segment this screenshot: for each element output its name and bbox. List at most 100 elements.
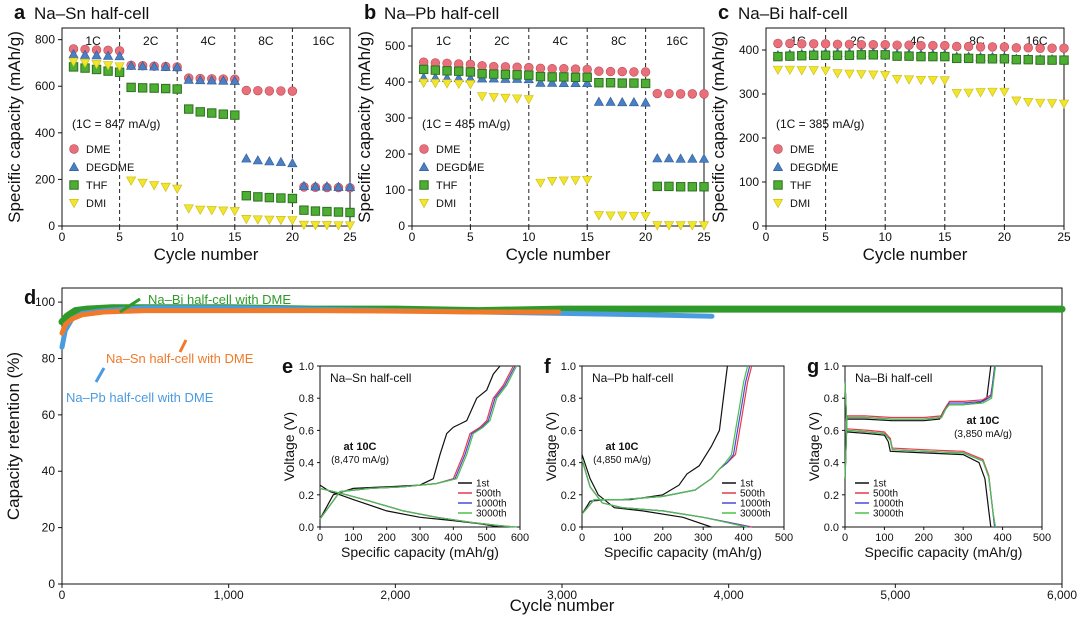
rate-label: 1C [436, 34, 452, 48]
data-point [137, 60, 148, 71]
data-point [418, 78, 429, 88]
legend-label: 500th [873, 489, 898, 500]
data-point [321, 221, 333, 231]
x-tick-label: 2,000 [380, 588, 410, 602]
panel-title: Na–Bi half-cell [738, 4, 848, 23]
x-tick-label: 100 [613, 532, 631, 544]
data-point [298, 180, 310, 190]
series-charge-curve [844, 365, 997, 479]
data-point [796, 66, 807, 76]
series-line [59, 308, 562, 336]
data-point [617, 96, 628, 107]
data-point [664, 88, 674, 99]
data-point [987, 54, 998, 64]
data-point [640, 211, 651, 222]
data-point [102, 61, 114, 71]
data-point [570, 64, 581, 74]
panel-title: Na–Pb half-cell [384, 4, 499, 23]
legend-label: 3000th [740, 509, 771, 520]
data-point [963, 41, 974, 52]
legend-label: DEGDME [790, 162, 838, 174]
legend-label: THF [790, 180, 812, 192]
data-point [172, 184, 183, 194]
data-point [172, 84, 182, 94]
data-point [640, 67, 651, 77]
y-axis-label: Voltage (V) [281, 412, 297, 481]
y-tick-label: 200 [385, 147, 405, 161]
y-tick-label: 40 [42, 464, 56, 478]
data-point [652, 221, 663, 231]
data-point [230, 110, 240, 120]
data-point [1058, 99, 1070, 109]
data-point [675, 153, 686, 163]
x-tick-label: 300 [694, 532, 712, 544]
data-point [820, 50, 831, 60]
panel-letter: g [807, 356, 819, 378]
series-discharge-curve [844, 382, 997, 528]
data-point [570, 77, 581, 88]
legend-marker [772, 161, 784, 171]
y-tick-label: 0 [752, 219, 759, 233]
data-point [558, 176, 569, 186]
data-point [264, 86, 275, 96]
series-degdme [68, 48, 356, 191]
data-point [570, 72, 581, 83]
data-point [594, 66, 604, 76]
series-annotation: Na–Bi half-cell with DME [148, 292, 291, 307]
data-point [195, 74, 206, 85]
data-point [114, 62, 125, 72]
data-point [820, 39, 831, 49]
inset-note-rate: at 10C [966, 415, 999, 427]
data-point [1035, 43, 1045, 53]
data-point [149, 83, 159, 93]
data-point [675, 221, 686, 231]
data-point [916, 51, 926, 62]
data-point [628, 211, 640, 222]
data-point [951, 89, 962, 99]
rate-note: (1C = 385 mA/g) [776, 117, 864, 131]
data-point [453, 79, 464, 90]
y-tick-label: 60 [42, 408, 56, 422]
data-point [441, 79, 453, 89]
y-tick-label: 500 [385, 39, 405, 53]
data-point [264, 156, 275, 166]
legend-label: 500th [476, 489, 501, 500]
data-point [195, 205, 206, 215]
data-point [500, 93, 511, 104]
x-tick-label: 200 [377, 532, 395, 544]
y-tick-label: 100 [739, 175, 759, 189]
data-point [1011, 96, 1022, 106]
data-point [287, 86, 298, 96]
data-point [149, 181, 160, 191]
x-tick-label: 25 [343, 230, 357, 244]
x-tick-label: 0 [59, 588, 66, 602]
data-point [640, 97, 651, 107]
legend-label: 3000th [873, 509, 904, 520]
y-tick-label: 0.8 [824, 393, 839, 405]
legend-marker [772, 199, 784, 209]
data-point [963, 88, 974, 98]
data-point [1046, 99, 1058, 109]
legend-label: DME [86, 144, 110, 156]
rate-label: 16C [666, 34, 688, 48]
series-dmi [772, 65, 1070, 109]
x-tick-label: 500 [775, 532, 793, 544]
data-point [808, 39, 819, 49]
rate-label: 4C [201, 34, 217, 48]
data-point [892, 51, 902, 61]
y-tick-label: 0.2 [824, 490, 839, 502]
data-point [582, 175, 593, 186]
legend-label: DMI [790, 198, 810, 210]
series-dme [773, 38, 1069, 53]
x-tick-label: 20 [639, 230, 653, 244]
y-axis-label: Voltage (V) [543, 412, 559, 481]
data-point [652, 88, 662, 99]
rate-label: 1C [85, 34, 101, 48]
data-point [287, 216, 298, 226]
x-axis-label: Specific capacity (mAh/g) [865, 544, 1023, 560]
legend-label: 1st [873, 479, 887, 490]
data-point [844, 50, 855, 60]
y-tick-label: 1.0 [299, 361, 314, 373]
data-point [476, 92, 488, 102]
y-tick-label: 600 [35, 79, 55, 93]
